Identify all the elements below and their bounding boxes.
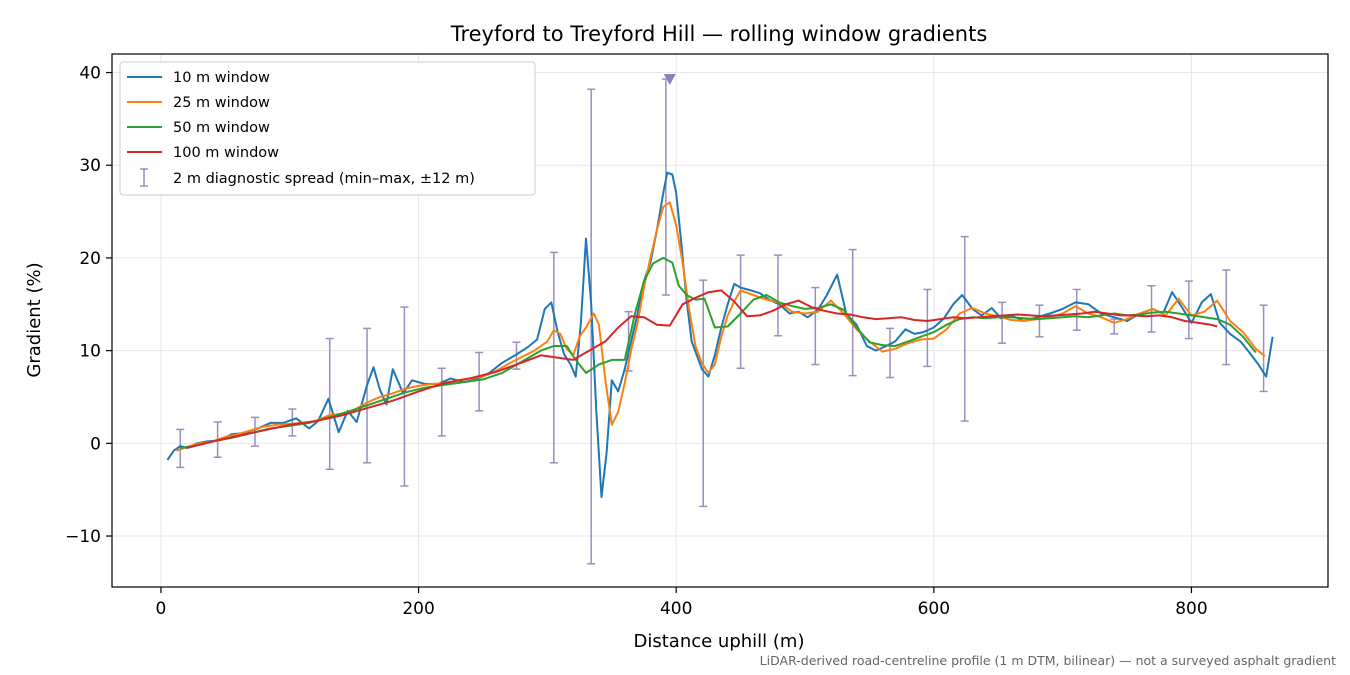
chart-title: Treyford to Treyford Hill — rolling wind… <box>450 22 988 46</box>
diagnostic-spread-bar <box>736 254 745 369</box>
diagnostic-spread-bar <box>587 88 596 565</box>
legend: 10 m window 25 m window 50 m window 100 … <box>119 61 536 196</box>
diagnostic-spread-bar <box>699 279 708 508</box>
diagnostic-spread-bar <box>923 288 932 368</box>
x-tick-label: 600 <box>918 599 950 619</box>
legend-label-50m: 50 m window <box>173 120 270 136</box>
legend-label-25m: 25 m window <box>173 95 270 111</box>
diagnostic-spread-bar <box>1035 304 1044 338</box>
series-lines <box>166 171 1274 499</box>
y-tick-label: 20 <box>79 249 101 269</box>
diagnostic-spread-bar <box>363 327 372 464</box>
legend-label-10m: 10 m window <box>173 70 270 86</box>
diagnostic-spread-bar <box>1222 269 1231 366</box>
clipped-marker <box>663 74 676 86</box>
diagnostic-spread-bar <box>998 301 1007 344</box>
footnote: LiDAR-derived road-centreline profile (1… <box>760 653 1336 668</box>
diagnostic-spread-bar <box>1072 288 1081 331</box>
diagnostic-spread-bar <box>1110 318 1119 335</box>
series-line-10m <box>166 171 1274 499</box>
y-tick-label: 40 <box>79 64 101 84</box>
diagnostic-spread-bar <box>960 235 969 422</box>
series-line-100m <box>186 289 1218 449</box>
y-axis-label: Gradient (%) <box>24 262 45 377</box>
y-tick-label: −10 <box>65 527 101 547</box>
legend-label-errorbar: 2 m diagnostic spread (min–max, ±12 m) <box>173 171 475 187</box>
x-tick-label: 200 <box>402 599 434 619</box>
axis-ticks: 0 200 400 600 800 −10 0 10 20 30 40 <box>65 64 1208 619</box>
x-tick-label: 0 <box>156 599 167 619</box>
diagnostic-spread-bar <box>288 408 297 437</box>
y-tick-label: 30 <box>79 156 101 176</box>
x-axis-label: Distance uphill (m) <box>634 631 805 652</box>
diagnostic-spread-bar <box>1259 304 1268 393</box>
diagnostic-spread-bar <box>437 367 446 437</box>
x-tick-label: 400 <box>660 599 692 619</box>
diagnostic-spread-bar <box>848 248 857 377</box>
y-tick-label: 10 <box>79 342 101 362</box>
diagnostic-spread-bar <box>1184 280 1193 340</box>
diagnostic-spread-bar <box>886 327 895 379</box>
y-tick-label: 0 <box>90 434 101 454</box>
series-line-50m <box>180 256 1257 449</box>
diagnostic-spread-bar <box>811 286 820 366</box>
x-tick-label: 800 <box>1175 599 1207 619</box>
diagnostic-spread-bar <box>475 351 484 412</box>
plot-frame <box>111 53 1329 588</box>
legend-box <box>119 61 536 196</box>
legend-label-100m: 100 m window <box>173 145 279 161</box>
diagnostic-spread-bar <box>773 254 782 337</box>
legend-swatch-errorbar <box>140 168 148 187</box>
